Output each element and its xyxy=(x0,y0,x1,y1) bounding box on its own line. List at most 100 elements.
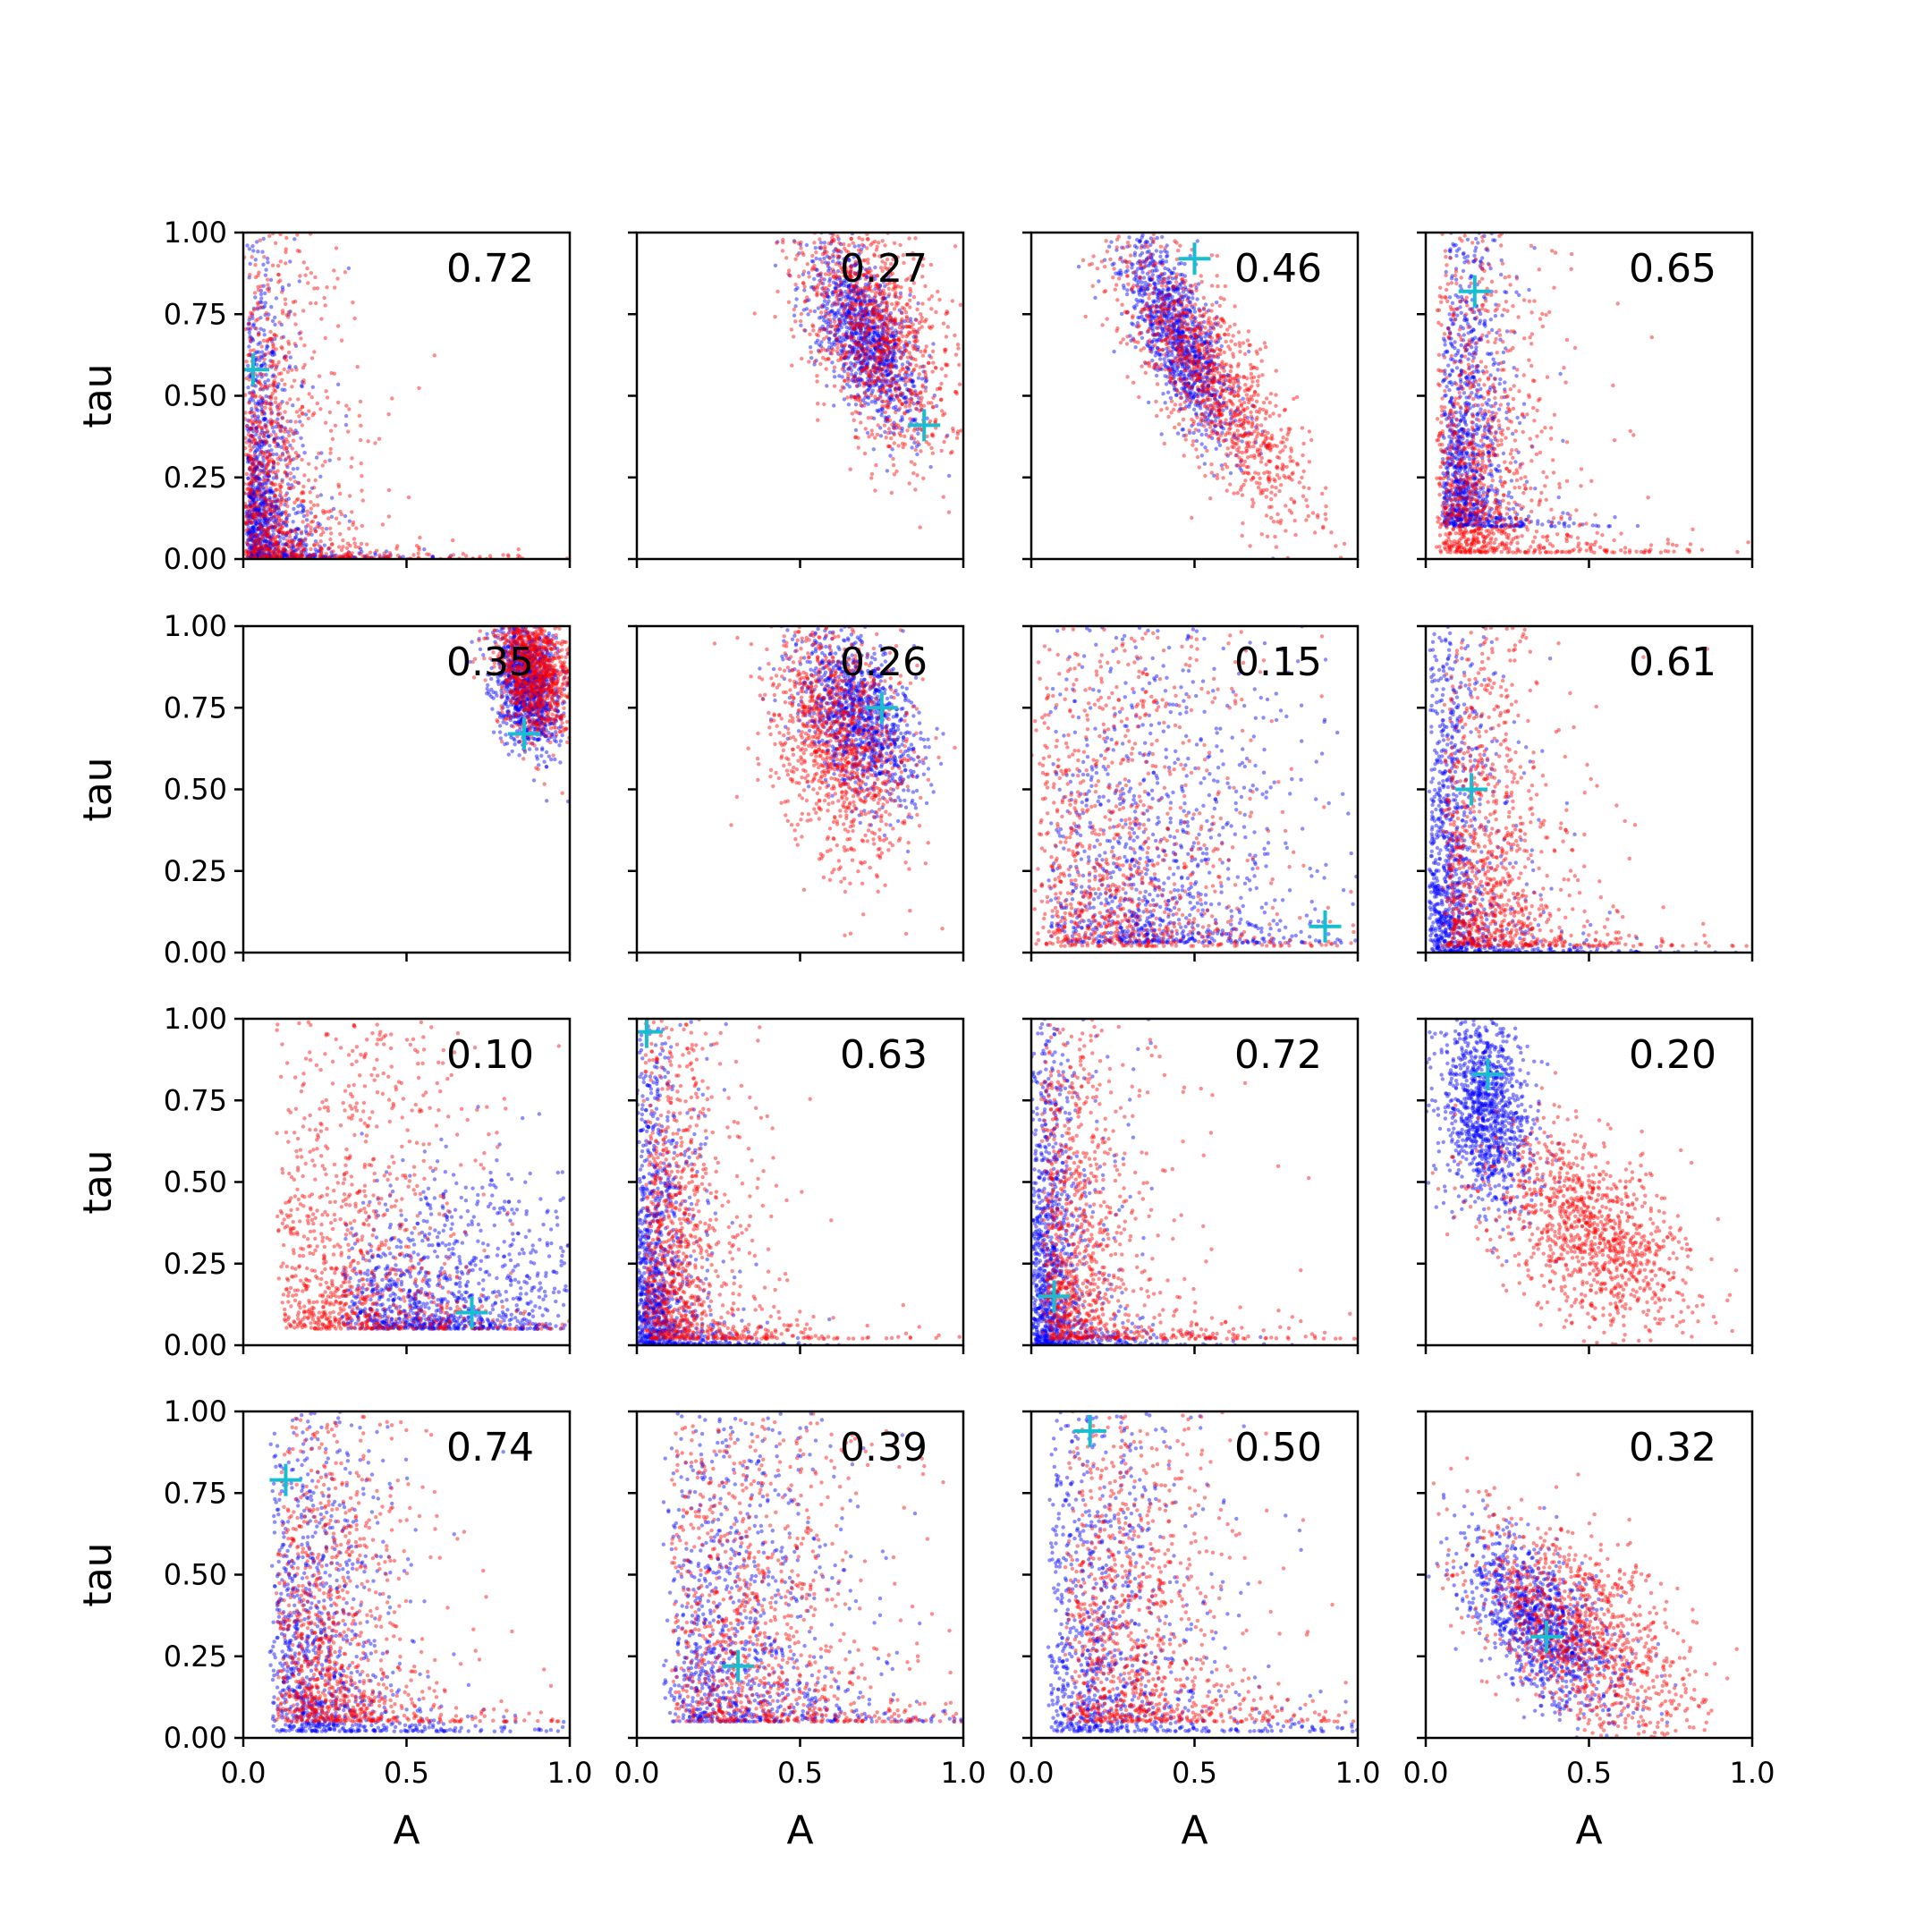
data-point-blue xyxy=(250,313,255,318)
data-point-red xyxy=(342,553,346,557)
data-point-red xyxy=(842,311,846,317)
data-point-red xyxy=(923,350,928,354)
data-point-blue xyxy=(252,507,257,512)
data-point-red xyxy=(254,517,258,521)
data-point-blue xyxy=(334,553,338,557)
data-point-blue xyxy=(249,531,254,537)
data-point-red xyxy=(788,274,792,278)
data-point-blue xyxy=(253,467,258,471)
data-point-red xyxy=(927,297,932,301)
data-point-blue xyxy=(869,379,875,384)
data-point-red xyxy=(249,418,253,422)
data-point-blue xyxy=(838,292,843,296)
data-point-red xyxy=(781,237,785,242)
data-point-red xyxy=(793,257,798,261)
data-point-red xyxy=(263,452,267,456)
data-point-red xyxy=(863,292,868,297)
data-point-blue xyxy=(274,296,279,301)
data-point-blue xyxy=(320,554,326,558)
data-point-blue xyxy=(287,513,292,518)
data-point-blue xyxy=(256,476,261,480)
data-point-red xyxy=(298,542,302,547)
data-point-blue xyxy=(323,554,328,559)
data-point-red xyxy=(373,441,377,445)
data-point-blue xyxy=(271,429,276,434)
data-point-red xyxy=(258,420,263,425)
data-point-blue xyxy=(890,360,894,364)
data-point-blue xyxy=(267,546,273,550)
data-point-blue xyxy=(877,292,882,297)
data-point-red xyxy=(262,530,267,534)
data-point-red xyxy=(301,411,305,416)
data-point-blue xyxy=(259,525,264,530)
data-point-red xyxy=(327,410,333,415)
data-point-red xyxy=(267,459,271,463)
data-point-red xyxy=(251,348,256,352)
data-point-blue xyxy=(860,349,866,354)
data-point-blue xyxy=(817,316,822,320)
data-point-red xyxy=(910,397,914,402)
data-point-blue xyxy=(248,546,252,551)
data-point-red xyxy=(250,434,255,438)
data-point-blue xyxy=(255,555,259,559)
data-point-blue xyxy=(262,513,267,517)
data-point-blue xyxy=(254,532,258,537)
data-point-blue xyxy=(836,308,841,312)
data-point-red xyxy=(290,385,294,389)
data-point-blue xyxy=(246,322,250,326)
data-point-blue xyxy=(877,365,882,369)
data-point-blue xyxy=(877,388,883,393)
data-point-blue xyxy=(281,551,285,555)
data-point-red xyxy=(325,285,329,290)
data-point-blue xyxy=(1160,326,1165,331)
data-point-red xyxy=(861,337,866,342)
data-point-red xyxy=(911,369,916,373)
data-point-red xyxy=(267,364,272,369)
data-point-blue xyxy=(262,496,267,502)
data-point-blue xyxy=(890,318,895,323)
data-point-red xyxy=(293,554,298,558)
data-point-blue xyxy=(852,374,857,378)
data-point-blue xyxy=(1150,328,1156,333)
data-point-blue xyxy=(295,542,301,547)
data-point-blue xyxy=(268,359,273,363)
data-point-blue xyxy=(830,290,835,295)
data-point-red xyxy=(251,494,256,499)
data-point-red xyxy=(944,374,948,378)
data-point-blue xyxy=(845,274,850,279)
data-point-blue xyxy=(256,512,260,516)
data-point-red xyxy=(953,333,957,338)
data-point-blue xyxy=(891,364,895,369)
data-point-blue xyxy=(792,239,797,243)
data-point-blue xyxy=(286,496,292,501)
data-point-blue xyxy=(1151,315,1157,319)
data-point-blue xyxy=(894,364,899,369)
data-point-blue xyxy=(883,369,888,374)
data-point-blue xyxy=(876,339,880,343)
data-point-red xyxy=(301,378,306,383)
data-point-red xyxy=(360,474,364,479)
data-point-red xyxy=(280,425,284,430)
data-point-blue xyxy=(910,445,914,450)
data-point-red xyxy=(274,347,278,352)
data-point-red xyxy=(347,407,352,411)
data-point-blue xyxy=(246,386,250,390)
data-point-red xyxy=(255,512,259,516)
data-point-red xyxy=(299,538,304,543)
data-point-blue xyxy=(877,360,882,365)
data-point-blue xyxy=(903,342,908,346)
data-point-blue xyxy=(883,352,888,357)
data-point-blue xyxy=(854,342,859,346)
data-point-blue xyxy=(855,290,860,294)
data-point-blue xyxy=(258,305,263,310)
data-point-blue xyxy=(869,369,873,373)
data-point-red xyxy=(266,471,270,477)
data-point-blue xyxy=(887,395,893,400)
data-point-red xyxy=(796,241,801,246)
data-point-blue xyxy=(261,507,267,512)
data-point-red xyxy=(264,547,269,552)
data-point-blue xyxy=(281,552,286,557)
data-point-red xyxy=(351,520,356,525)
data-point-red xyxy=(427,553,432,557)
data-point-blue xyxy=(876,333,881,338)
